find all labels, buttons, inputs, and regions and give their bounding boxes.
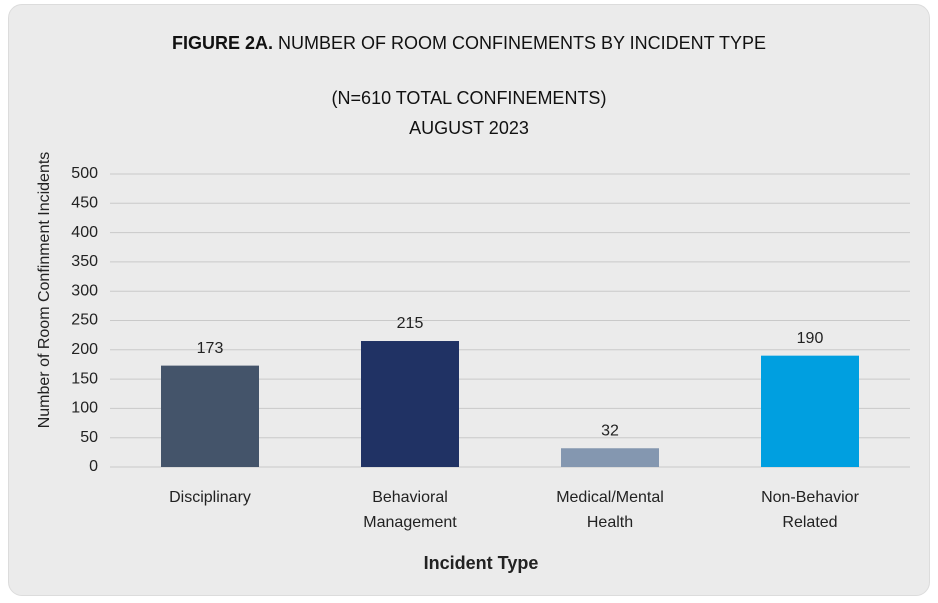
x-tick-label: Management <box>363 514 457 531</box>
bar <box>561 448 659 467</box>
bar <box>761 355 859 467</box>
y-tick-label: 300 <box>71 282 98 299</box>
x-tick-label: Health <box>587 514 633 531</box>
x-tick-label: Related <box>782 514 837 531</box>
y-tick-label: 400 <box>71 224 98 241</box>
data-label: 190 <box>797 330 824 347</box>
data-label: 32 <box>601 422 619 439</box>
x-axis-title: Incident Type <box>424 553 539 573</box>
subtitle: (N=610 TOTAL CONFINEMENTS) <box>331 88 607 108</box>
y-axis-title: Number of Room Confinment Incidents <box>36 152 53 429</box>
y-tick-label: 150 <box>71 370 98 387</box>
y-tick-label: 250 <box>71 312 98 329</box>
y-tick-label: 500 <box>71 165 98 182</box>
x-tick-label: Behavioral <box>372 489 448 506</box>
y-tick-label: 50 <box>80 429 98 446</box>
bar <box>361 341 459 467</box>
x-tick-label: Medical/Mental <box>556 489 664 506</box>
subtitle: AUGUST 2023 <box>409 118 529 138</box>
y-tick-label: 100 <box>71 400 98 417</box>
y-tick-label: 0 <box>89 458 98 475</box>
card <box>8 4 930 596</box>
chart-title: FIGURE 2A. NUMBER OF ROOM CONFINEMENTS B… <box>119 30 819 56</box>
x-tick-label: Disciplinary <box>169 489 251 506</box>
y-tick-label: 350 <box>71 253 98 270</box>
y-tick-label: 200 <box>71 341 98 358</box>
data-label: 173 <box>197 340 224 357</box>
title-text: NUMBER OF ROOM CONFINEMENTS BY INCIDENT … <box>277 33 767 53</box>
y-tick-label: 450 <box>71 195 98 212</box>
data-label: 215 <box>397 315 424 332</box>
bar <box>161 365 259 467</box>
title-label: FIGURE 2A. <box>171 33 273 53</box>
x-tick-label: Non-Behavior <box>761 489 860 506</box>
